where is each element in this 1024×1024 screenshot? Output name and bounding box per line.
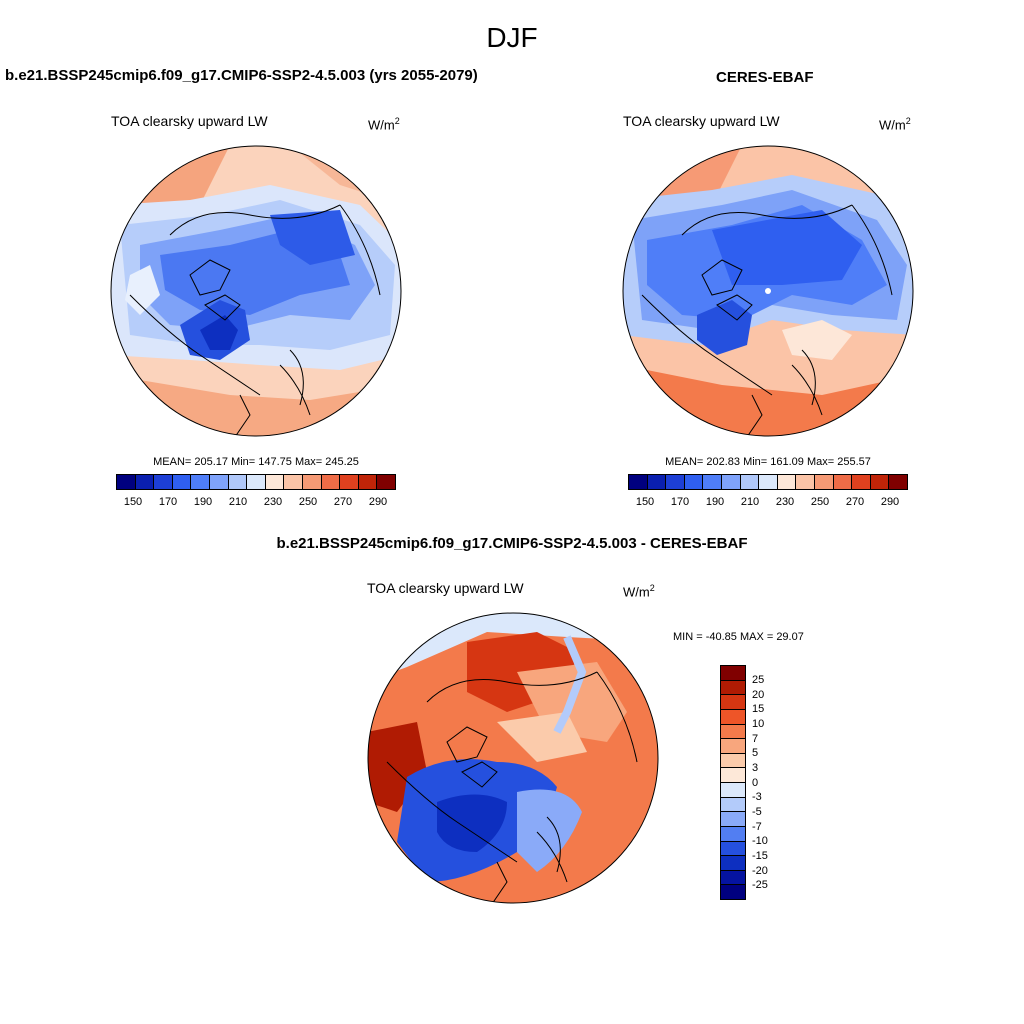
- panel-obs-units: W/m2: [879, 116, 911, 133]
- colorbar-swatch: [247, 475, 266, 489]
- colorbar-tick-label: 290: [880, 496, 900, 508]
- panel-diff-title: b.e21.BSSP245cmip6.f09_g17.CMIP6-SSP2-4.…: [276, 535, 748, 552]
- panel-model-stats: MEAN= 205.17 Min= 147.75 Max= 245.25: [153, 456, 359, 468]
- colorbar-tick-label: -5: [752, 806, 762, 818]
- panel-model-map: [110, 145, 402, 437]
- colorbar-swatch: [721, 797, 745, 813]
- panel-model-units: W/m2: [368, 116, 400, 133]
- colorbar-swatch: [684, 475, 704, 489]
- colorbar-swatch: [721, 475, 741, 489]
- colorbar-swatch: [629, 475, 648, 489]
- colorbar-swatch: [191, 475, 210, 489]
- colorbar-swatch: [135, 475, 155, 489]
- panel-model-title: b.e21.BSSP245cmip6.f09_g17.CMIP6-SSP2-4.…: [5, 67, 478, 84]
- figure-title: DJF: [486, 22, 538, 53]
- colorbar-tick-label: 20: [752, 689, 765, 701]
- colorbar-swatch: [721, 666, 745, 681]
- colorbar-swatch: [284, 475, 303, 489]
- colorbar-tick-label: 10: [752, 718, 765, 730]
- colorbar-swatch: [889, 475, 907, 489]
- colorbar-swatch: [117, 475, 136, 489]
- panel-obs-title: CERES-EBAF: [716, 69, 814, 86]
- colorbar-swatch: [796, 475, 815, 489]
- colorbar-tick-label: -10: [752, 835, 768, 847]
- colorbar-tick-label: -15: [752, 850, 768, 862]
- panel-diff-units: W/m2: [623, 583, 655, 600]
- panel-obs-variable: TOA clearsky upward LW: [623, 113, 780, 129]
- colorbar-tick-label: 210: [228, 496, 248, 508]
- colorbar-swatch: [721, 826, 745, 842]
- colorbar-tick-label: 7: [752, 733, 759, 745]
- colorbar-swatch: [358, 475, 378, 489]
- colorbar-swatch: [302, 475, 322, 489]
- colorbar-swatch: [721, 768, 745, 783]
- colorbar-tick-label: -7: [752, 821, 762, 833]
- colorbar-swatch: [721, 841, 745, 857]
- colorbar-swatch: [852, 475, 871, 489]
- colorbar-tick-label: 230: [775, 496, 795, 508]
- colorbar-tick-label: -20: [752, 865, 768, 877]
- colorbar-tick-label: 270: [333, 496, 353, 508]
- colorbar-tick-label: 15: [752, 703, 765, 715]
- colorbar-swatch: [721, 753, 745, 769]
- colorbar-swatch: [721, 739, 745, 754]
- colorbar-tick-label: -3: [752, 791, 762, 803]
- colorbar-tick-label: -25: [752, 879, 768, 891]
- panel-diff-stats: MIN = -40.85 MAX = 29.07: [673, 631, 804, 643]
- colorbar-swatch: [721, 695, 745, 710]
- colorbar-swatch: [209, 475, 229, 489]
- colorbar-swatch: [228, 475, 248, 489]
- panel-model-colorbar: [116, 474, 396, 490]
- colorbar-swatch: [777, 475, 797, 489]
- colorbar-tick-label: 25: [752, 674, 765, 686]
- colorbar-swatch: [721, 870, 745, 886]
- colorbar-tick-label: 5: [752, 747, 759, 759]
- colorbar-tick-label: 3: [752, 762, 759, 774]
- colorbar-swatch: [703, 475, 722, 489]
- panel-model-variable: TOA clearsky upward LW: [111, 113, 268, 129]
- colorbar-swatch: [721, 680, 745, 696]
- colorbar-swatch: [666, 475, 685, 489]
- panel-obs-colorbar: [628, 474, 908, 490]
- colorbar-tick-label: 0: [752, 777, 759, 789]
- colorbar-swatch: [340, 475, 359, 489]
- colorbar-tick-label: 170: [670, 496, 690, 508]
- colorbar-swatch: [870, 475, 890, 489]
- colorbar-swatch: [759, 475, 778, 489]
- colorbar-tick-label: 170: [158, 496, 178, 508]
- colorbar-swatch: [265, 475, 285, 489]
- colorbar-tick-label: 290: [368, 496, 388, 508]
- colorbar-tick-label: 190: [193, 496, 213, 508]
- colorbar-swatch: [721, 724, 745, 740]
- colorbar-swatch: [321, 475, 341, 489]
- colorbar-tick-label: 190: [705, 496, 725, 508]
- colorbar-swatch: [647, 475, 667, 489]
- colorbar-swatch: [721, 885, 745, 899]
- colorbar-swatch: [721, 783, 745, 798]
- colorbar-tick-label: 150: [635, 496, 655, 508]
- colorbar-tick-label: 250: [298, 496, 318, 508]
- colorbar-tick-label: 210: [740, 496, 760, 508]
- colorbar-swatch: [172, 475, 192, 489]
- panel-diff-colorbar: [720, 665, 746, 900]
- colorbar-swatch: [721, 856, 745, 871]
- colorbar-tick-label: 250: [810, 496, 830, 508]
- colorbar-tick-label: 270: [845, 496, 865, 508]
- colorbar-swatch: [833, 475, 853, 489]
- panel-obs-stats: MEAN= 202.83 Min= 161.09 Max= 255.57: [665, 456, 871, 468]
- colorbar-swatch: [721, 709, 745, 725]
- panel-obs-map: [622, 145, 914, 437]
- colorbar-swatch: [377, 475, 395, 489]
- colorbar-swatch: [154, 475, 173, 489]
- colorbar-swatch: [721, 812, 745, 827]
- panel-diff-map: [367, 612, 659, 904]
- colorbar-swatch: [814, 475, 834, 489]
- colorbar-tick-label: 150: [123, 496, 143, 508]
- panel-diff-variable: TOA clearsky upward LW: [367, 580, 524, 596]
- colorbar-tick-label: 230: [263, 496, 283, 508]
- colorbar-swatch: [740, 475, 760, 489]
